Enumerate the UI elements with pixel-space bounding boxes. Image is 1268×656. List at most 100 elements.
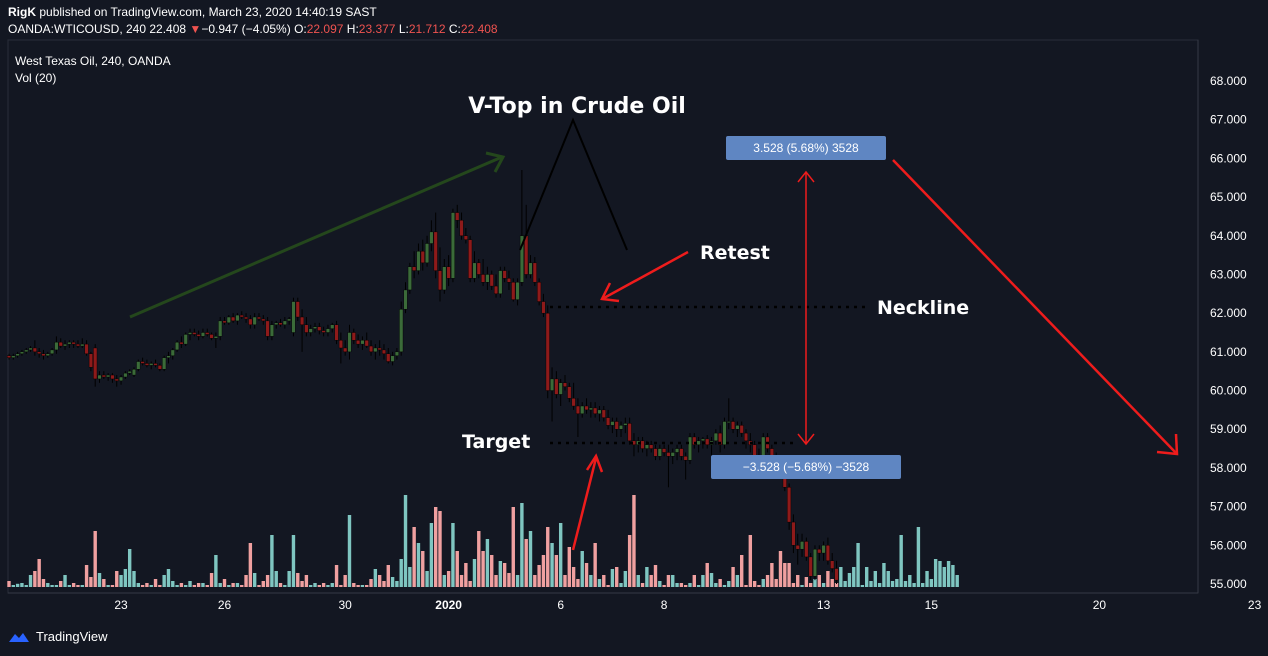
volume-bar — [343, 575, 347, 587]
candle-body — [149, 363, 154, 366]
candle-body — [433, 231, 438, 271]
time-tick-label: 8 — [661, 598, 668, 612]
volume-bar — [442, 575, 447, 587]
tradingview-brand[interactable]: TradingView — [8, 629, 108, 644]
candle-body — [494, 285, 499, 295]
volume-bar — [313, 583, 317, 587]
low-value: 21.712 — [408, 22, 446, 36]
volume-bar — [520, 503, 524, 587]
candle-body — [731, 421, 736, 430]
candle-body — [261, 318, 266, 322]
volume-bar — [41, 579, 46, 587]
candle-body — [274, 322, 279, 325]
volume-bar — [110, 585, 115, 587]
volume-bar — [550, 543, 554, 587]
volume-bar — [227, 585, 231, 587]
author-name: RigK — [8, 5, 36, 19]
measure-up-label: 3.528 (5.68%) 3528 — [753, 141, 859, 155]
price-tick-label: 56.000 — [1210, 538, 1247, 552]
volume-bar — [326, 585, 330, 587]
time-tick-label: 26 — [218, 598, 232, 612]
publish-info: RigK published on TradingView.com, March… — [8, 5, 377, 19]
candle-body — [571, 398, 576, 407]
volume-bar — [235, 583, 240, 587]
candle-body — [584, 405, 589, 411]
volume-bar — [339, 585, 343, 587]
volume-bar — [127, 549, 132, 587]
candle-body — [687, 436, 692, 461]
volume-bar — [485, 539, 490, 587]
volume-bar — [524, 539, 528, 587]
candle-body — [179, 341, 184, 345]
candle-body — [588, 407, 593, 411]
candle-body — [468, 239, 473, 279]
price-tick-label: 63.000 — [1210, 267, 1247, 281]
volume-bar — [468, 581, 472, 587]
price-tick-label: 57.000 — [1210, 500, 1247, 514]
volume-bar — [231, 583, 235, 587]
volume-bar — [571, 567, 576, 587]
volume-bar — [929, 579, 934, 587]
volume-bar — [770, 563, 774, 587]
volume-bar — [701, 575, 705, 587]
volume-bar — [597, 579, 602, 587]
candle-body — [649, 444, 654, 449]
volume-bar — [252, 573, 257, 587]
candle-body — [175, 341, 180, 351]
volume-bar — [567, 547, 571, 587]
volume-bar — [373, 569, 378, 587]
candle-body — [399, 309, 404, 353]
chart-frame — [7, 39, 1199, 594]
volume-bar — [80, 585, 84, 587]
candle-body — [213, 336, 218, 339]
volume-title: Vol (20) — [15, 71, 56, 85]
candle-body — [722, 421, 727, 445]
candle-body — [696, 440, 701, 445]
volume-bar — [938, 561, 942, 587]
volume-bar — [317, 585, 322, 587]
volume-bar — [71, 583, 76, 587]
volume-bar — [84, 565, 89, 587]
symbol-line: OANDA:WTICOUSD, 240 — [8, 22, 147, 36]
candle-body — [834, 568, 839, 581]
volume-bar — [291, 535, 296, 587]
volume-bar — [757, 585, 761, 587]
candle-body — [403, 289, 408, 310]
volume-bar — [46, 583, 50, 587]
candle-body — [485, 274, 490, 283]
volume-bar — [136, 583, 140, 587]
volume-bar — [658, 581, 662, 587]
volume-bar — [615, 567, 619, 587]
candle-body — [222, 320, 227, 324]
candle-body — [67, 341, 72, 345]
volume-bar — [106, 585, 110, 587]
candle-body — [28, 347, 33, 351]
candle-body — [317, 326, 322, 331]
volume-bar — [752, 581, 757, 587]
candle-body — [192, 332, 197, 335]
candle-body — [265, 320, 270, 337]
target-arrowhead-icon — [585, 453, 604, 473]
volume-bar — [593, 543, 597, 587]
volume-bar — [791, 583, 796, 587]
volume-bar — [619, 583, 623, 587]
volume-bar — [908, 575, 912, 587]
projection-arrowhead-icon — [1156, 433, 1179, 456]
volume-bar — [671, 575, 675, 587]
candle-body — [541, 301, 546, 314]
candle-body — [157, 365, 162, 370]
candle-body — [123, 372, 128, 378]
candle-body — [377, 347, 382, 351]
candle-body — [800, 541, 805, 550]
candle-body — [662, 448, 667, 453]
candle-body — [244, 316, 249, 320]
candle-body — [369, 345, 374, 353]
volume-bar — [507, 573, 511, 587]
volume-bar — [261, 581, 265, 587]
volume-bar — [877, 583, 882, 587]
volume-bar — [205, 585, 209, 587]
volume-bar — [834, 583, 839, 587]
volume-bar — [455, 551, 459, 587]
volume-bar — [218, 583, 222, 587]
